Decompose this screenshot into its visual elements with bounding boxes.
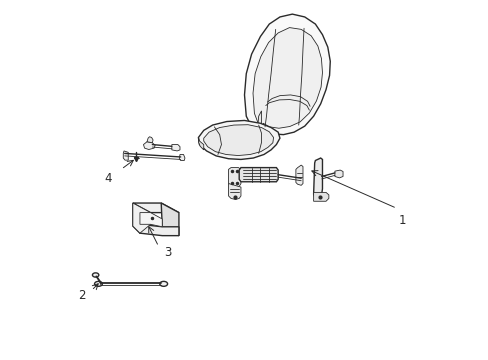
- Polygon shape: [161, 203, 179, 236]
- Polygon shape: [228, 184, 241, 199]
- Text: 4: 4: [104, 172, 112, 185]
- Polygon shape: [313, 192, 328, 201]
- Polygon shape: [179, 154, 184, 161]
- Polygon shape: [147, 137, 153, 143]
- Text: 3: 3: [164, 246, 172, 259]
- Polygon shape: [295, 165, 303, 185]
- Text: 1: 1: [398, 214, 405, 227]
- Polygon shape: [198, 138, 203, 150]
- Text: 2: 2: [78, 289, 86, 302]
- Polygon shape: [143, 142, 155, 149]
- Polygon shape: [313, 158, 322, 198]
- Polygon shape: [334, 170, 343, 178]
- Polygon shape: [244, 14, 329, 138]
- Polygon shape: [239, 168, 278, 182]
- Polygon shape: [203, 125, 273, 156]
- Polygon shape: [140, 213, 162, 227]
- Ellipse shape: [92, 273, 99, 277]
- Polygon shape: [171, 145, 180, 151]
- Polygon shape: [133, 203, 142, 233]
- Polygon shape: [133, 203, 179, 213]
- Polygon shape: [252, 28, 322, 132]
- Polygon shape: [228, 168, 241, 187]
- Ellipse shape: [94, 282, 102, 286]
- Polygon shape: [140, 224, 179, 236]
- Polygon shape: [198, 121, 279, 159]
- Ellipse shape: [160, 282, 167, 286]
- Polygon shape: [133, 203, 150, 233]
- Polygon shape: [256, 111, 261, 138]
- Polygon shape: [123, 151, 128, 160]
